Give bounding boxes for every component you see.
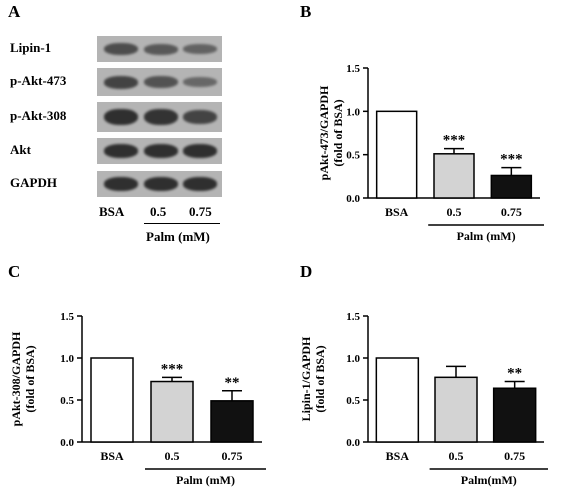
blot-band: [183, 77, 217, 87]
x-axis-label: Palm (mM): [457, 229, 516, 243]
x-axis-label: Palm (mM): [176, 473, 235, 487]
blot-band: [104, 43, 138, 55]
x-tick-label: 0.5: [165, 449, 180, 463]
x-tick-label: BSA: [386, 449, 410, 463]
y-axis-label: pAkt-308/GAPDH: [9, 331, 23, 426]
bar-chart-lipin1: Lipin-1/GAPDH (fold of BSA) 0.0 0.5 1.0 1.5 BS…: [299, 311, 548, 487]
panel-letter-b: B: [300, 2, 312, 21]
blot-band: [104, 75, 138, 89]
bar: [492, 387, 537, 443]
blot-band: [104, 144, 138, 158]
x-tick-label: 0.75: [222, 449, 243, 463]
bar: [434, 376, 478, 443]
western-blot-panel: A Lipin-1 p-Akt-473 p-Akt-308 Akt GAPDH BSA …: [0, 0, 290, 260]
panel-letter-c: C: [8, 262, 21, 281]
y-tick-label: 0.0: [60, 437, 74, 449]
blot-band: [144, 177, 178, 191]
significance-marker: **: [507, 366, 522, 382]
y-tick-label: 0.5: [346, 395, 360, 407]
x-tick-label: BSA: [100, 449, 124, 463]
y-tick-label: 1.5: [346, 311, 360, 323]
significance-marker: ***: [500, 152, 523, 168]
bar: [150, 380, 194, 443]
y-tick-label: 0.5: [346, 150, 360, 162]
blot-band: [183, 44, 217, 54]
treatment-bracket-line: [144, 223, 220, 224]
bar: [90, 357, 134, 443]
x-tick-label: 0.5: [449, 449, 464, 463]
blot-band: [183, 144, 217, 158]
blot-label: p-Akt-473: [10, 73, 67, 88]
y-axis-label: (fold of BSA): [331, 99, 345, 166]
blot-label: Akt: [10, 142, 31, 157]
bar: [375, 357, 420, 443]
x-tick-label: 0.75: [504, 449, 525, 463]
y-tick-label: 0.0: [346, 193, 360, 205]
blot-band: [144, 109, 178, 125]
bar: [490, 174, 533, 199]
y-tick-label: 1.5: [346, 63, 360, 75]
condition-label-0-75: 0.75: [189, 204, 212, 219]
condition-label-bsa: BSA: [99, 204, 125, 219]
y-axis-label: (fold of BSA): [23, 345, 37, 412]
blot-band: [144, 76, 178, 88]
y-tick-label: 0.5: [60, 395, 74, 407]
y-tick-label: 0.0: [346, 437, 360, 449]
significance-marker: **: [225, 375, 240, 391]
y-axis-label: (fold of BSA): [313, 345, 327, 412]
significance-marker: ***: [443, 133, 466, 149]
x-tick-label: 0.5: [447, 205, 462, 219]
y-axis-label: Lipin-1/GAPDH: [299, 336, 313, 421]
bar-chart-pakt473: pAkt-473/GAPDH (fold of BSA) 0.0 0.5 1.0 1.5 B…: [317, 63, 544, 243]
y-tick-label: 1.5: [60, 311, 74, 323]
condition-label-0-5: 0.5: [150, 204, 167, 219]
bar: [375, 110, 418, 199]
blot-band: [104, 177, 138, 191]
significance-marker: ***: [161, 361, 184, 377]
blot-band: [183, 177, 217, 191]
y-tick-label: 1.0: [60, 353, 74, 365]
x-axis-label: Palm(mM): [461, 473, 517, 487]
bar: [433, 153, 475, 199]
treatment-label: Palm (mM): [146, 229, 210, 244]
y-tick-label: 1.0: [346, 353, 360, 365]
blot-label: Lipin-1: [10, 40, 52, 55]
y-axis-label: pAkt-473/GAPDH: [317, 85, 331, 180]
blot-band: [104, 109, 138, 125]
blot-band: [144, 144, 178, 158]
bar-chart-pakt308: pAkt-308/GAPDH (fold of BSA) 0.0 0.5 1.0 1.5 B…: [9, 311, 266, 487]
blot-band: [144, 43, 178, 55]
x-tick-label: BSA: [385, 205, 409, 219]
x-tick-label: 0.75: [501, 205, 522, 219]
blot-label: p-Akt-308: [10, 108, 67, 123]
panel-letter-d: D: [300, 262, 313, 281]
panel-letter-a: A: [8, 2, 21, 21]
blot-label: GAPDH: [10, 175, 57, 190]
blot-band: [183, 110, 217, 124]
y-tick-label: 1.0: [346, 106, 360, 118]
bar: [210, 400, 254, 443]
